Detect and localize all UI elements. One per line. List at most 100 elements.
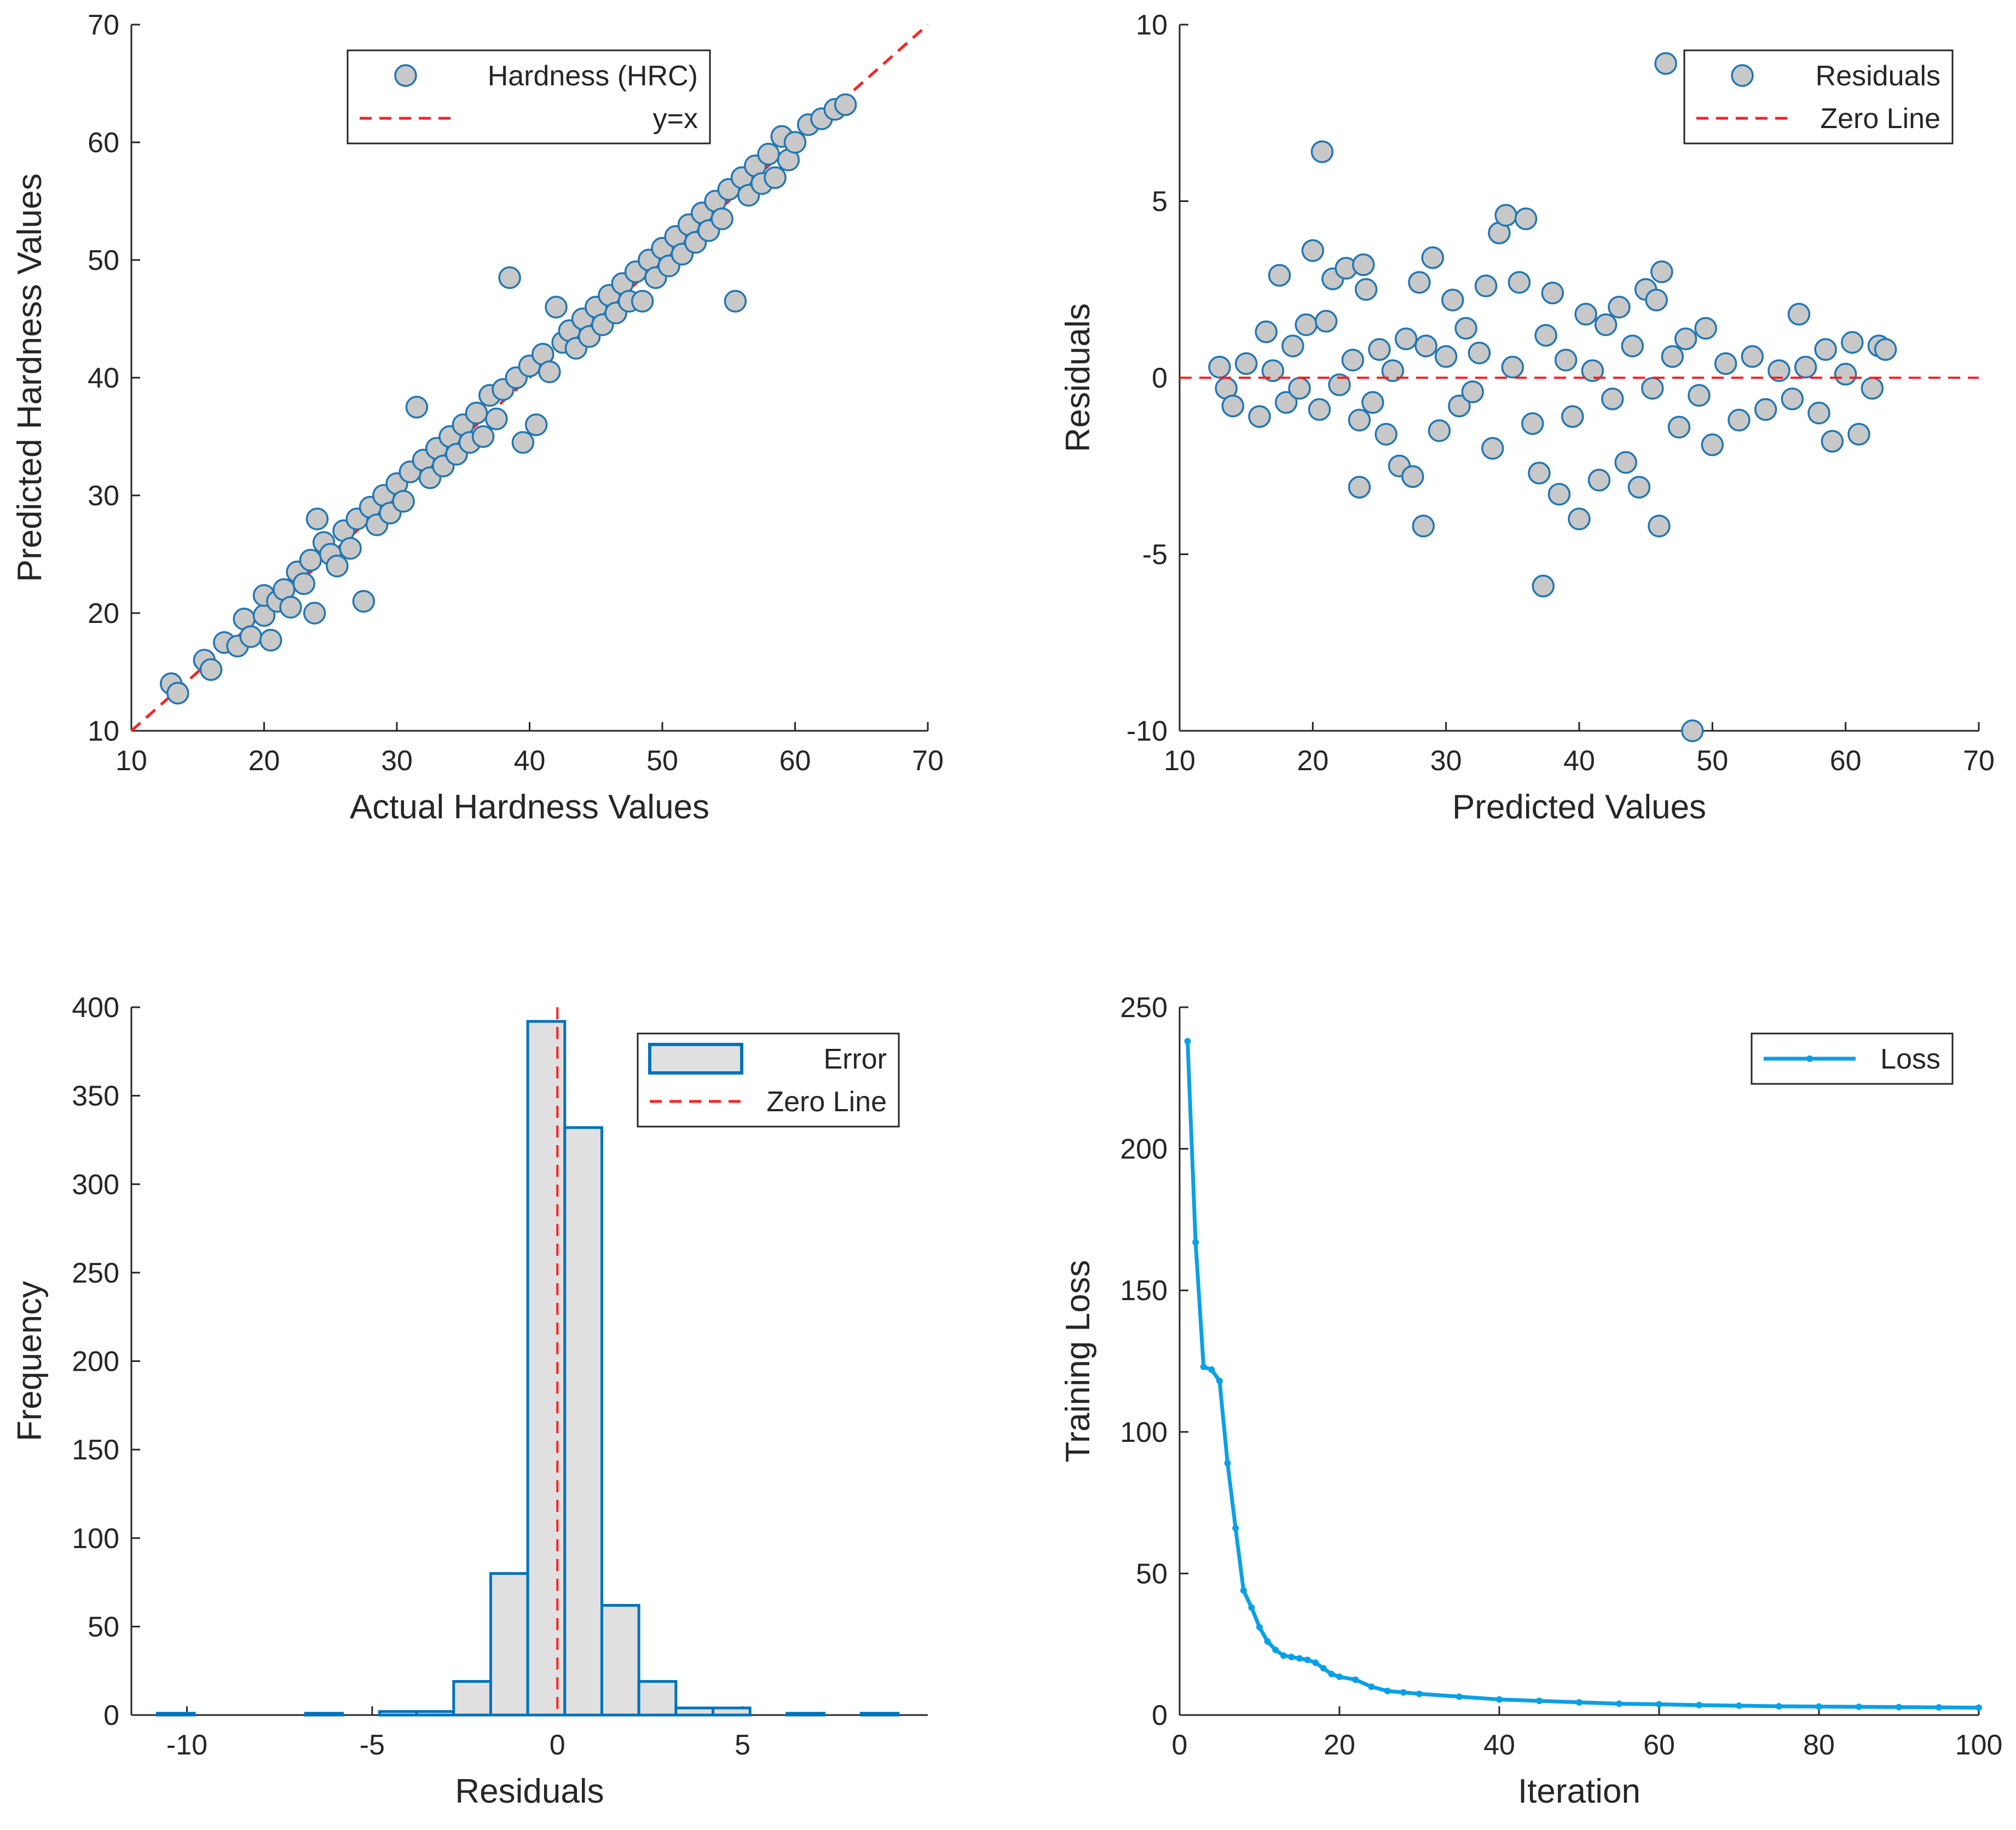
y-axis-label: Frequency xyxy=(11,1281,49,1441)
x-tick-label: 30 xyxy=(381,745,413,777)
legend-label: Hardness (HRC) xyxy=(488,60,698,92)
x-tick-label: 40 xyxy=(514,745,546,777)
loss-point xyxy=(1288,1653,1295,1660)
x-tick-label: 30 xyxy=(1430,745,1462,777)
x-tick-label: 40 xyxy=(1483,1729,1515,1761)
loss-point xyxy=(1192,1239,1199,1246)
loss-point xyxy=(1320,1665,1327,1672)
scatter-point xyxy=(305,507,329,530)
scatter-point xyxy=(1507,271,1531,294)
loss-point xyxy=(1936,1704,1942,1711)
x-tick-label: -5 xyxy=(360,1729,385,1761)
scatter-point xyxy=(631,290,654,313)
scatter-point xyxy=(239,625,262,648)
legend-box xyxy=(1683,49,1954,145)
x-axis-label: Actual Hardness Values xyxy=(350,788,709,826)
scatter-point xyxy=(1281,334,1304,357)
y-tick-label: 200 xyxy=(72,1346,119,1378)
histogram-bar xyxy=(378,1710,418,1717)
y-tick-label: 0 xyxy=(1152,362,1168,394)
loss-point xyxy=(1216,1377,1223,1384)
loss-point xyxy=(1280,1652,1287,1659)
scatter-point xyxy=(352,590,376,613)
legend: Error Zero Line xyxy=(637,1032,900,1128)
loss-point xyxy=(1456,1693,1463,1700)
scatter-point xyxy=(1454,316,1477,340)
legend: Loss xyxy=(1751,1032,1954,1085)
scatter-point xyxy=(1221,394,1245,418)
x-tick-label: 20 xyxy=(1297,745,1328,777)
scatter-point xyxy=(1581,359,1604,382)
loss-point xyxy=(1496,1696,1503,1703)
scatter-point xyxy=(1532,574,1555,598)
scatter-point xyxy=(757,142,780,166)
histogram-bar xyxy=(526,1020,567,1717)
scatter-point xyxy=(339,537,362,560)
scatter-point xyxy=(1368,338,1391,361)
scatter-point xyxy=(1741,345,1764,368)
y-axis-label: Predicted Hardness Values xyxy=(11,174,49,582)
histogram-bar xyxy=(415,1710,455,1717)
loss-point xyxy=(1400,1689,1407,1696)
x-tick-label: 60 xyxy=(779,745,811,777)
scatter-point xyxy=(1807,401,1830,425)
legend-bar xyxy=(648,1043,743,1075)
y-tick-label: 100 xyxy=(1120,1417,1168,1448)
loss-point xyxy=(1416,1690,1423,1698)
loss-point xyxy=(1368,1683,1375,1690)
x-tick-label: 5 xyxy=(735,1729,750,1761)
y-tick-label: 20 xyxy=(88,598,119,630)
histogram-bar xyxy=(155,1712,196,1717)
loss-point xyxy=(1272,1647,1279,1654)
histogram-bar xyxy=(600,1604,640,1717)
loss-point xyxy=(1816,1703,1822,1710)
y-tick-label: 10 xyxy=(88,715,119,747)
scatter-point xyxy=(1874,338,1897,361)
scatter-point xyxy=(1688,384,1711,407)
loss-point xyxy=(1264,1638,1271,1645)
scatter-point xyxy=(199,658,223,681)
y-tick-label: 50 xyxy=(88,1611,119,1643)
scatter-point xyxy=(1274,391,1298,414)
histogram-bar xyxy=(785,1712,826,1717)
loss-point xyxy=(1856,1704,1862,1711)
x-tick-label: 60 xyxy=(1643,1729,1675,1761)
loss-point xyxy=(1536,1698,1543,1705)
scatter-point xyxy=(1794,355,1817,379)
scatter-point xyxy=(1594,313,1618,336)
legend-marker xyxy=(1731,64,1754,87)
y-axis-label: Training Loss xyxy=(1059,1260,1097,1463)
scatter-point xyxy=(1834,362,1857,386)
loss-point xyxy=(1200,1363,1207,1370)
scatter-point xyxy=(1614,451,1637,474)
chart-scatter: 10 20 30 40 50 60 70 10 20 30 40 50 60 70 Actual Hardn… xyxy=(11,9,944,826)
histogram-bar xyxy=(452,1680,492,1717)
y-tick-label: 250 xyxy=(72,1257,119,1289)
scatter-point xyxy=(511,431,535,454)
y-tick-label: 10 xyxy=(1136,9,1168,41)
histogram-bar xyxy=(304,1712,344,1717)
loss-point xyxy=(1616,1700,1622,1707)
scatter-point xyxy=(1528,461,1551,484)
scatter-point xyxy=(1234,352,1258,375)
loss-point xyxy=(1736,1702,1742,1709)
x-tick-label: 10 xyxy=(115,745,147,777)
y-tick-label: 50 xyxy=(88,245,119,276)
scatter-point xyxy=(1295,313,1318,336)
scatter-point xyxy=(1352,253,1375,276)
scatter-point xyxy=(1421,246,1445,269)
scatter-point xyxy=(1841,331,1864,354)
loss-line xyxy=(1186,1041,1979,1710)
scatter-point xyxy=(465,401,488,425)
scatter-point xyxy=(1754,398,1777,421)
legend-label: Loss xyxy=(1880,1043,1940,1075)
scatter-point xyxy=(545,296,568,319)
legend-label: Residuals xyxy=(1816,60,1940,92)
y-axis-label: Residuals xyxy=(1059,303,1097,452)
histogram-bar xyxy=(859,1712,900,1717)
scatter-point xyxy=(1348,476,1371,499)
scatter-point xyxy=(764,166,787,189)
chart-histogram: -10 -5 0 5050100150200250300350400Residuals… xyxy=(11,992,928,1810)
scatter-point xyxy=(1714,352,1737,375)
loss-point xyxy=(1312,1659,1319,1666)
